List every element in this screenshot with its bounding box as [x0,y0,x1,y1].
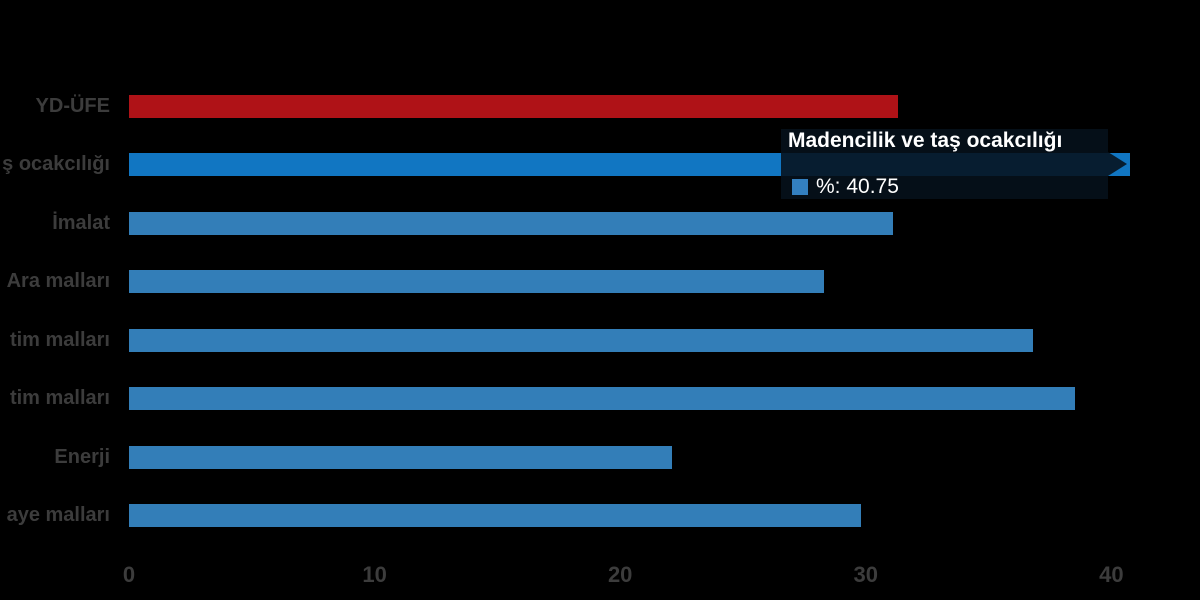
x-tick-label: 0 [122,562,136,587]
category-label: İmalat [52,212,110,234]
series-marker-icon [792,179,808,195]
tooltip-title: Madencilik ve taş ocakcılığı [788,129,1063,152]
bar-5[interactable] [129,387,1075,410]
tooltip: Madencilik ve taş ocakcılığı %: 40.75 [781,129,1127,199]
x-tick-label: 20 [607,562,633,587]
bar-6[interactable] [129,446,672,469]
tooltip-value: %: 40.75 [816,175,899,198]
category-label: tim malları [9,387,110,409]
bar-2[interactable] [129,212,893,235]
bar-4[interactable] [129,329,1033,352]
bar-3[interactable] [129,270,824,293]
tooltip-arrow-icon [1108,152,1127,176]
category-label: Enerji [54,446,110,468]
category-label: aye malları [6,504,110,526]
category-label: Ara malları [6,270,110,292]
bar-7[interactable] [129,504,861,527]
tooltip-value-row: %: 40.75 [792,175,899,199]
bar-0[interactable] [129,95,898,118]
category-label: YD-ÜFE [35,95,110,117]
x-tick-label: 40 [1099,562,1124,587]
x-tick-label: 10 [362,562,387,587]
category-label: ş ocakcılığı [2,153,110,175]
x-tick-label: 30 [853,562,879,587]
category-label: tim malları [9,329,110,351]
